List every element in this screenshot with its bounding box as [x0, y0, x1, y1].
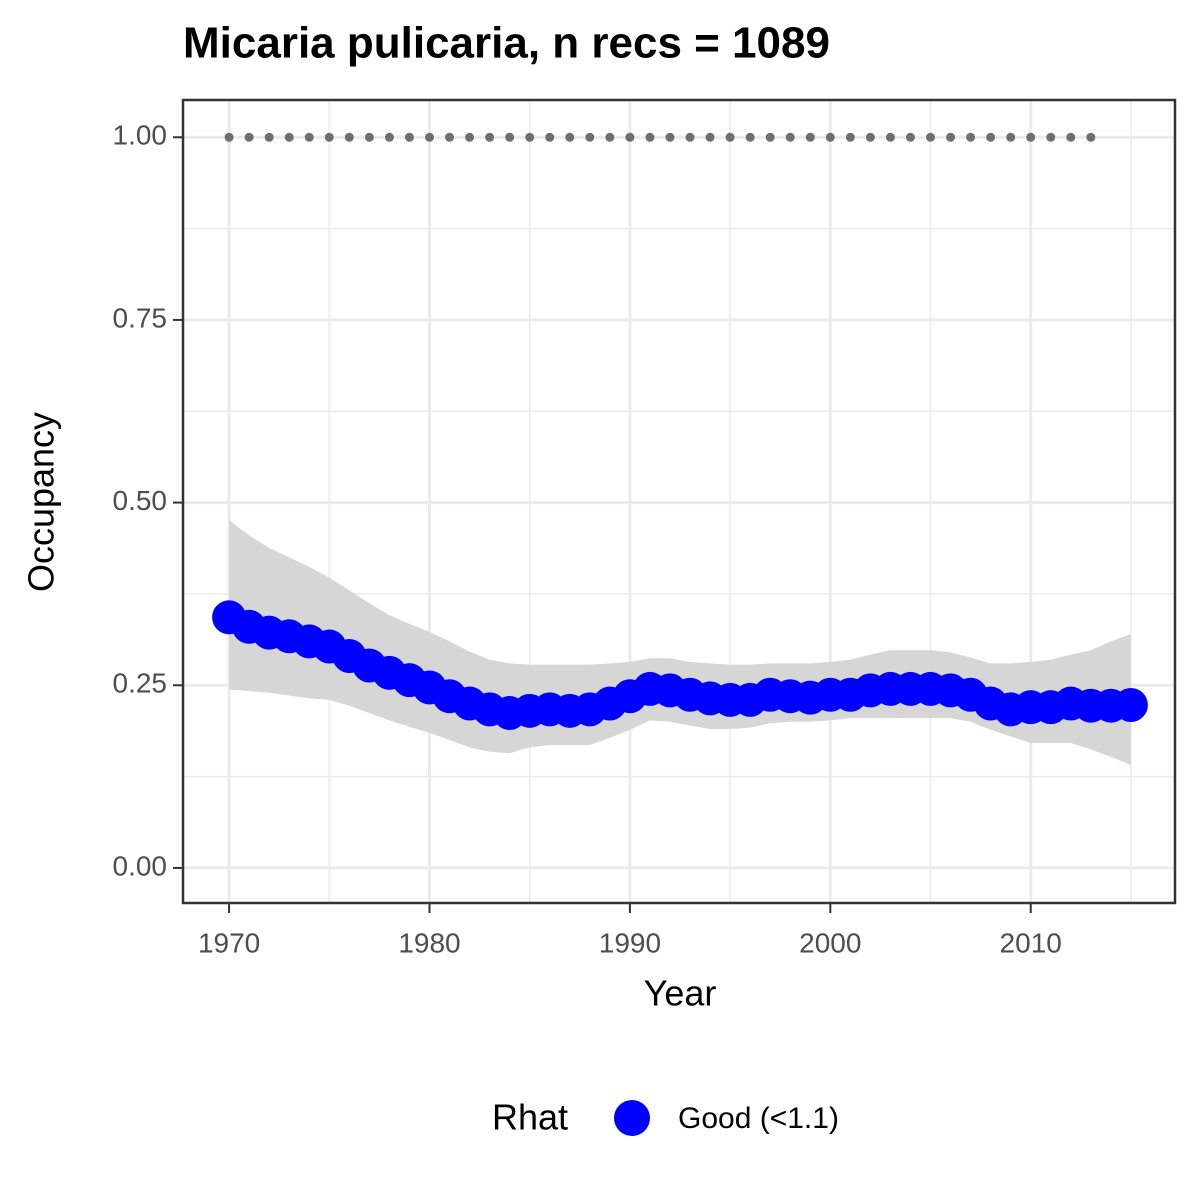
x-tick-label: 1990 — [599, 927, 661, 958]
reference-point — [465, 132, 475, 142]
legend-title: Rhat — [492, 1097, 568, 1138]
reference-point — [1086, 132, 1096, 142]
reference-point — [1066, 132, 1076, 142]
reference-point — [545, 132, 555, 142]
reference-point — [1006, 132, 1016, 142]
reference-point — [344, 132, 354, 142]
reference-point — [625, 132, 635, 142]
y-axis-title: Occupancy — [21, 412, 62, 592]
reference-point — [986, 132, 996, 142]
reference-point — [585, 132, 595, 142]
reference-point — [505, 132, 515, 142]
x-tick-label: 2000 — [799, 927, 861, 958]
reference-point — [424, 132, 434, 142]
reference-point — [1046, 132, 1056, 142]
reference-point — [745, 132, 755, 142]
reference-point — [364, 132, 374, 142]
reference-point — [1026, 132, 1036, 142]
y-tick-label: 0.50 — [113, 485, 168, 516]
reference-point — [685, 132, 695, 142]
reference-point — [404, 132, 414, 142]
reference-point — [284, 132, 294, 142]
reference-point — [705, 132, 715, 142]
x-tick-label: 1980 — [398, 927, 460, 958]
reference-point — [264, 132, 274, 142]
chart-title: Micaria pulicaria, n recs = 1089 — [183, 19, 830, 68]
y-tick-label: 1.00 — [113, 120, 168, 151]
reference-point — [765, 132, 775, 142]
reference-point — [565, 132, 575, 142]
reference-point — [665, 132, 675, 142]
reference-point — [645, 132, 655, 142]
x-tick-label: 2010 — [1000, 927, 1062, 958]
reference-point — [926, 132, 936, 142]
reference-point — [865, 132, 875, 142]
reference-point — [605, 132, 615, 142]
reference-point — [966, 132, 976, 142]
reference-point — [885, 132, 895, 142]
y-tick-label: 0.00 — [113, 850, 168, 881]
y-tick-label: 0.75 — [113, 302, 168, 333]
reference-point — [905, 132, 915, 142]
x-tick-label: 1970 — [198, 927, 260, 958]
reference-point — [384, 132, 394, 142]
legend-label: Good (<1.1) — [678, 1102, 839, 1135]
reference-point — [445, 132, 455, 142]
reference-point — [825, 132, 835, 142]
reference-point — [805, 132, 815, 142]
reference-point — [304, 132, 314, 142]
reference-point — [785, 132, 795, 142]
x-axis-title: Year — [644, 973, 717, 1014]
panel-border — [181, 98, 1177, 905]
reference-point — [725, 132, 735, 142]
reference-point — [845, 132, 855, 142]
legend-key — [614, 1100, 650, 1136]
reference-point — [224, 132, 234, 142]
y-tick-label: 0.25 — [113, 668, 168, 699]
reference-point — [485, 132, 495, 142]
reference-point — [946, 132, 956, 142]
reference-point — [244, 132, 254, 142]
reference-point — [324, 132, 334, 142]
reference-point — [525, 132, 535, 142]
point — [1113, 687, 1148, 722]
